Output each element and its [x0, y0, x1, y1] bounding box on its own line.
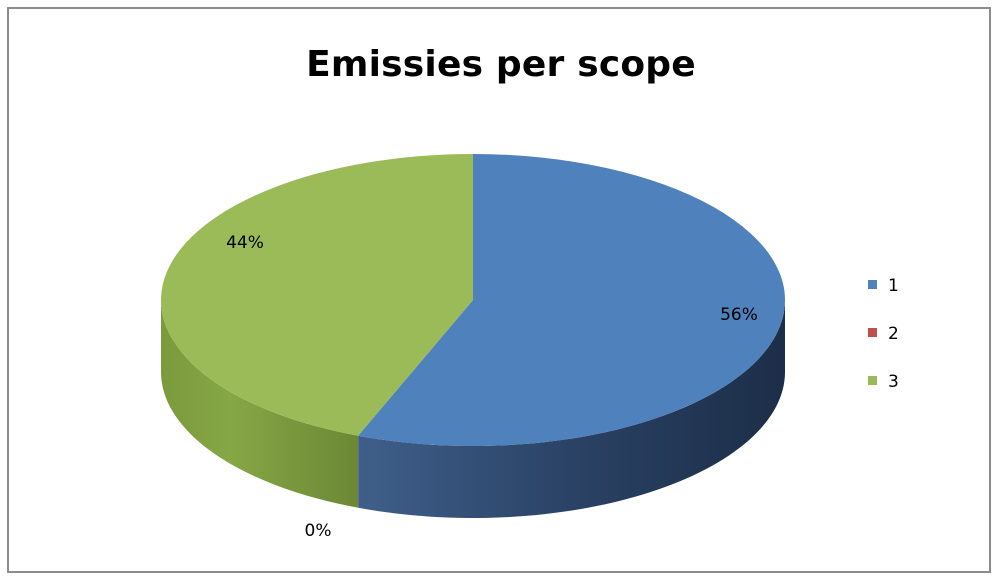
- pie-labels: 56% 0% 44%: [226, 233, 758, 541]
- data-label-3: 44%: [226, 233, 264, 253]
- data-label-1: 56%: [720, 305, 758, 325]
- data-label-2: 0%: [305, 521, 332, 541]
- legend-label-3: 3: [888, 372, 899, 392]
- pie-slice-1: [358, 154, 785, 447]
- pie-tops: [160, 154, 785, 447]
- chart-title: Emissies per scope: [306, 44, 696, 85]
- legend-label-1: 1: [888, 276, 899, 296]
- pie-slice-3: [160, 154, 473, 436]
- pie-sides: [161, 300, 785, 518]
- legend-label-2: 2: [888, 324, 899, 344]
- legend-swatch-2: [868, 328, 877, 337]
- legend-swatch-1: [868, 280, 877, 289]
- legend: 1 2 3: [868, 276, 899, 392]
- pie-side-3: [161, 300, 359, 508]
- legend-swatch-3: [868, 376, 877, 385]
- pie-side-1: [358, 300, 785, 518]
